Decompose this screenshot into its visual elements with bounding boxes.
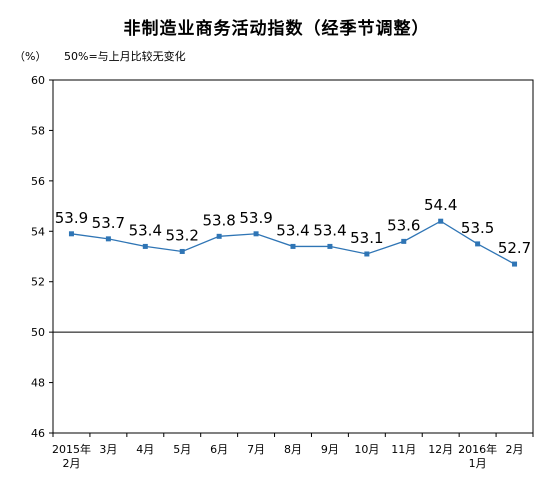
x-tick-label: 2月 xyxy=(62,457,80,470)
y-tick-label: 46 xyxy=(31,427,45,440)
data-label: 53.9 xyxy=(55,209,88,227)
y-tick-label: 52 xyxy=(31,276,45,289)
y-unit-label: （%） xyxy=(14,50,47,63)
data-label: 53.2 xyxy=(166,226,199,244)
chart-note: 50%=与上月比较无变化 xyxy=(64,50,186,63)
data-label: 53.7 xyxy=(92,214,125,232)
data-point xyxy=(401,238,407,244)
x-tick-label: 4月 xyxy=(136,443,154,456)
x-tick-label: 5月 xyxy=(173,443,191,456)
data-label: 53.6 xyxy=(387,216,420,234)
data-point xyxy=(142,243,148,249)
data-point xyxy=(438,218,444,224)
y-tick-label: 50 xyxy=(31,326,45,339)
x-tick-label: 2015年 xyxy=(52,442,91,456)
data-point xyxy=(290,243,296,249)
x-tick-label: 11月 xyxy=(391,443,416,456)
x-tick-label: 2月 xyxy=(506,443,524,456)
data-label: 53.9 xyxy=(239,209,272,227)
data-label: 53.5 xyxy=(461,219,494,237)
x-tick-label: 10月 xyxy=(354,443,379,456)
data-point xyxy=(68,231,74,237)
x-tick-label: 7月 xyxy=(247,443,265,456)
y-tick-label: 60 xyxy=(31,74,45,87)
data-label: 52.7 xyxy=(498,239,531,257)
x-tick-label: 3月 xyxy=(99,443,117,456)
y-tick-label: 56 xyxy=(31,175,45,188)
data-label: 54.4 xyxy=(424,196,457,214)
data-point xyxy=(364,251,370,257)
y-tick-label: 54 xyxy=(31,225,45,238)
data-label: 53.4 xyxy=(313,221,346,239)
y-tick-label: 48 xyxy=(31,377,45,390)
y-tick-label: 58 xyxy=(31,124,45,137)
x-tick-label: 6月 xyxy=(210,443,228,456)
data-point xyxy=(512,261,518,267)
x-tick-label: 2016年 xyxy=(458,442,497,456)
data-point xyxy=(327,243,333,249)
data-label: 53.4 xyxy=(276,221,309,239)
x-tick-label: 8月 xyxy=(284,443,302,456)
chart-title: 非制造业商务活动指数（经季节调整） xyxy=(123,19,430,39)
x-tick-label: 1月 xyxy=(469,457,487,470)
x-tick-label: 12月 xyxy=(428,443,453,456)
data-point xyxy=(105,236,111,242)
data-point xyxy=(179,248,185,254)
data-point xyxy=(475,241,481,247)
data-point xyxy=(216,233,222,239)
data-point xyxy=(253,231,259,237)
data-label: 53.1 xyxy=(350,229,383,247)
data-label: 53.8 xyxy=(202,211,235,229)
plot-frame xyxy=(52,79,534,434)
data-label: 53.4 xyxy=(129,221,162,239)
x-tick-label: 9月 xyxy=(321,443,339,456)
